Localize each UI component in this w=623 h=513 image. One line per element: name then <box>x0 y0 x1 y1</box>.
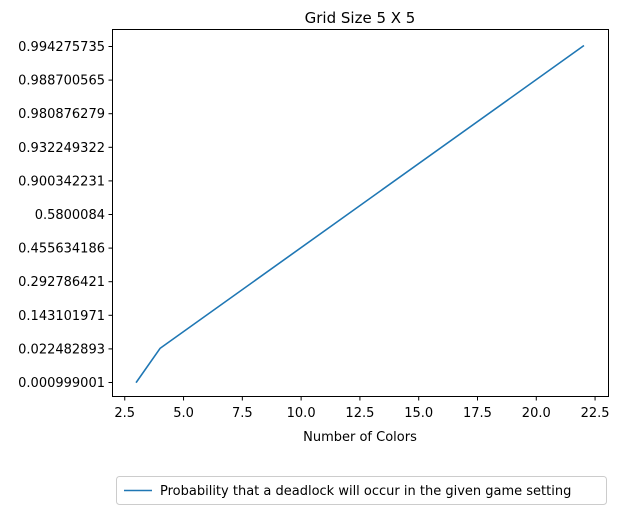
x-tick-label: 2.5 <box>114 406 135 421</box>
y-axis-ticks: 0.000999001 0.022482893 0.143101971 0.29278… <box>18 40 113 391</box>
y-tick-label: 0.000999001 <box>18 376 105 391</box>
x-axis-ticks: 2.5 5.0 7.5 10.0 12.5 15.0 17.5 20.0 22.5 <box>114 396 610 421</box>
y-tick-label: 0.143101971 <box>18 309 105 324</box>
y-tick-label: 0.994275735 <box>18 40 105 55</box>
chart-title: Grid Size 5 X 5 <box>305 9 416 27</box>
y-tick-label: 0.988700565 <box>18 74 105 89</box>
x-tick-label: 17.5 <box>463 406 492 421</box>
legend: Probability that a deadlock will occur i… <box>116 476 607 505</box>
y-tick-label: 0.980876279 <box>18 107 105 122</box>
y-tick-label: 0.292786421 <box>18 275 105 290</box>
x-tick-label: 20.0 <box>522 406 551 421</box>
x-tick-label: 12.5 <box>345 406 374 421</box>
y-tick-label: 0.932249322 <box>18 141 105 156</box>
y-tick-label: 0.022482893 <box>18 342 105 357</box>
plot-frame <box>112 29 609 397</box>
x-tick-label: 5.0 <box>173 406 194 421</box>
y-tick-label: 0.5800084 <box>35 208 105 223</box>
series-line <box>135 44 585 384</box>
x-axis-label: Number of Colors <box>303 430 417 445</box>
x-tick-label: 15.0 <box>404 406 433 421</box>
y-tick-label: 0.455634186 <box>18 242 105 257</box>
y-tick-label: 0.900342231 <box>18 174 105 189</box>
x-tick-label: 7.5 <box>232 406 253 421</box>
legend-entry-label: Probability that a deadlock will occur i… <box>160 484 571 499</box>
x-tick-label: 22.5 <box>581 406 610 421</box>
x-tick-label: 10.0 <box>287 406 316 421</box>
series-layer <box>135 44 585 384</box>
legend-frame <box>116 476 607 505</box>
